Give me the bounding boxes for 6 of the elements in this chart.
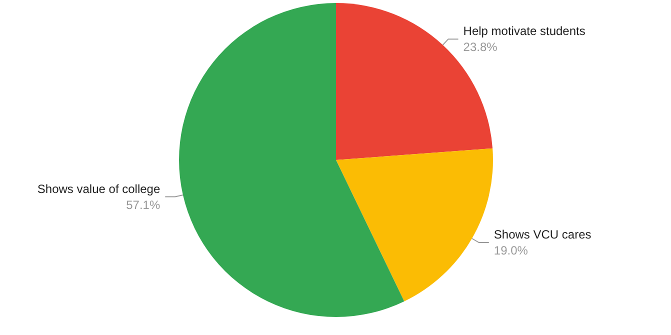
data-label: 23.8% bbox=[463, 40, 498, 54]
data-label: 57.1% bbox=[126, 198, 160, 212]
slice-label: Help motivate students bbox=[463, 24, 586, 38]
slice-label: Shows VCU cares bbox=[494, 228, 592, 242]
data-label: 19.0% bbox=[494, 244, 528, 258]
slice-label: Shows value of college bbox=[37, 182, 160, 196]
